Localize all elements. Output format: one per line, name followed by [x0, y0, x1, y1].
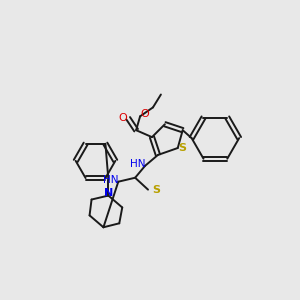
Text: HN: HN	[130, 159, 146, 169]
Text: N: N	[104, 188, 113, 198]
Text: O: O	[119, 113, 128, 123]
Text: HN: HN	[103, 175, 118, 185]
Text: S: S	[152, 184, 160, 195]
Text: S: S	[179, 143, 187, 153]
Text: O: O	[141, 109, 149, 119]
